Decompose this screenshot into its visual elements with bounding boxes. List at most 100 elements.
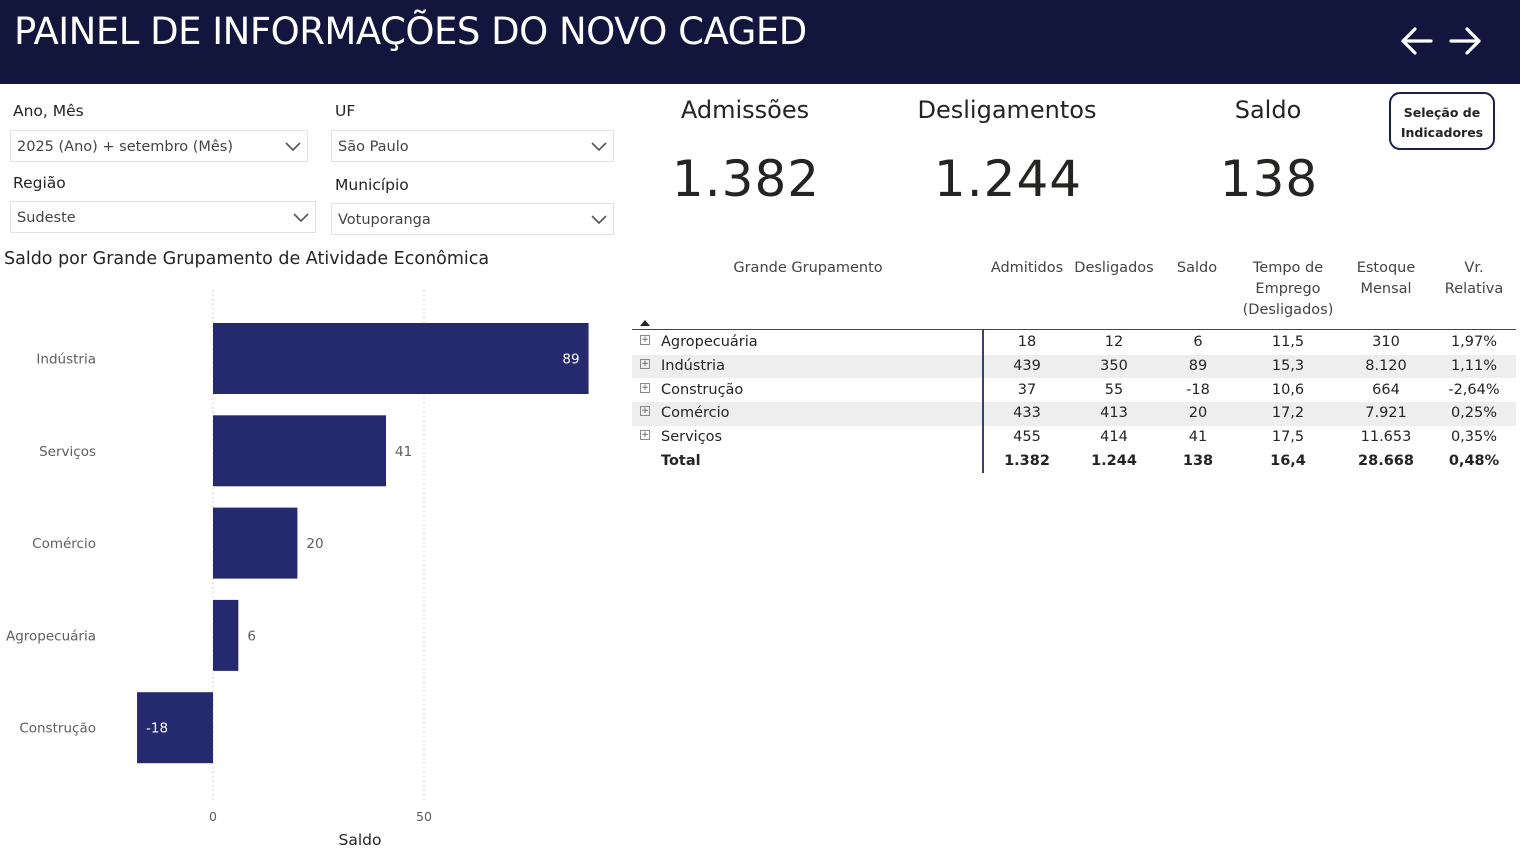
x-tick-label: 50 [416, 809, 432, 824]
selecao-line2: Indicadores [1400, 125, 1484, 140]
cell-admitidos: 433 [1013, 405, 1041, 422]
cell-tempo: 10,6 [1271, 381, 1305, 398]
table-header-divider [632, 329, 1516, 330]
row-name: Agropecuária [661, 334, 758, 350]
data-label: 6 [247, 628, 256, 644]
expand-row-icon[interactable]: + [640, 358, 650, 369]
filter-municipio-dropdown[interactable]: Votuporanga [331, 203, 614, 235]
col-header-admitidos[interactable]: Admitidos [990, 260, 1064, 276]
cell-vr: 1,97% [1450, 334, 1498, 350]
total-saldo: 138 [1182, 453, 1214, 469]
cell-admitidos: 37 [1017, 381, 1037, 398]
cell-saldo: 41 [1188, 429, 1208, 446]
table-row[interactable]: + Agropecuária 18 12 6 11,5 310 1,97% [632, 331, 1516, 355]
category-label: Construção [19, 721, 96, 737]
filter-municipio-label: Município [335, 176, 409, 194]
total-estoque: 28.668 [1358, 453, 1414, 469]
cell-tempo: 15,3 [1271, 357, 1305, 374]
bar [213, 415, 387, 487]
chevron-down-icon [293, 213, 309, 223]
filter-uf-value: São Paulo [338, 139, 409, 155]
col-header-tempo-1: Tempo de [1252, 260, 1324, 276]
cell-desligados: 413 [1100, 405, 1128, 422]
filter-ano-mes-dropdown[interactable]: 2025 (Ano) + setembro (Mês) [10, 130, 308, 162]
chevron-down-icon [285, 142, 301, 152]
sort-ascending-icon[interactable] [640, 320, 650, 326]
expand-row-icon[interactable]: + [640, 430, 650, 441]
cell-vr: 0,35% [1450, 429, 1498, 446]
cell-tempo: 17,2 [1271, 405, 1305, 422]
cell-estoque: 310 [1372, 334, 1400, 350]
selecao-indicadores-button[interactable]: Seleção de Indicadores [1389, 92, 1495, 150]
cell-saldo: 20 [1188, 405, 1208, 422]
filter-uf-dropdown[interactable]: São Paulo [331, 130, 614, 162]
table-total-row: Total 1.382 1.244 138 16,4 28.668 0,48% [632, 450, 1516, 474]
filter-regiao-dropdown[interactable]: Sudeste [10, 201, 316, 233]
cell-estoque: 11.653 [1360, 429, 1412, 446]
cell-vr: 1,11% [1450, 357, 1498, 374]
x-axis-title: Saldo [339, 831, 382, 849]
chart-title: Saldo por Grande Grupamento de Atividade… [4, 249, 490, 269]
col-header-tempo-3: (Desligados) [1242, 302, 1334, 318]
col-header-tempo-2: Emprego [1255, 281, 1321, 297]
cell-estoque: 664 [1372, 381, 1400, 398]
col-header-vr[interactable]: Vr. Relativa [1440, 258, 1508, 300]
selecao-indicadores-label: Seleção de Indicadores [1391, 103, 1493, 143]
kpi-saldo-value: 138 [1219, 150, 1319, 208]
back-arrow-icon[interactable] [1398, 22, 1436, 60]
bar [137, 692, 213, 764]
row-name: Construção [661, 381, 744, 398]
col-header-tempo[interactable]: Tempo de Emprego (Desligados) [1238, 258, 1338, 321]
filter-regiao-label: Região [13, 174, 66, 192]
table-column-divider [982, 330, 984, 473]
col-header-estoque-2: Mensal [1360, 281, 1412, 297]
table-row[interactable]: + Serviços 455 414 41 17,5 11.653 0,35% [632, 426, 1516, 450]
cell-tempo: 11,5 [1271, 334, 1305, 350]
table-row[interactable]: + Indústria 439 350 89 15,3 8.120 1,11% [632, 354, 1516, 379]
cell-vr: 0,25% [1450, 405, 1498, 422]
expand-row-icon[interactable]: + [640, 406, 650, 417]
total-tempo: 16,4 [1270, 453, 1306, 469]
expand-row-icon[interactable]: + [640, 382, 650, 393]
filter-ano-mes-label: Ano, Mês [13, 102, 84, 120]
kpi-desligamentos-value: 1.244 [933, 150, 1083, 208]
cell-admitidos: 455 [1013, 429, 1041, 446]
col-header-estoque[interactable]: Estoque Mensal [1346, 258, 1426, 300]
category-label: Comércio [32, 536, 96, 552]
data-label: 41 [395, 444, 412, 460]
col-header-grupamento[interactable]: Grande Grupamento [733, 260, 883, 276]
category-label: Agropecuária [6, 628, 96, 644]
col-header-desligados[interactable]: Desligados [1074, 260, 1154, 276]
cell-estoque: 8.120 [1365, 357, 1407, 374]
category-label: Serviços [39, 444, 96, 460]
kpi-admissoes-value: 1.382 [671, 150, 821, 208]
cell-saldo: 89 [1188, 357, 1208, 374]
data-label: 89 [562, 352, 579, 368]
cell-desligados: 55 [1104, 381, 1124, 398]
chevron-down-icon [591, 142, 607, 152]
row-name: Serviços [661, 429, 723, 446]
cell-saldo: -18 [1186, 381, 1210, 398]
kpi-admissoes-label: Admissões [680, 96, 810, 124]
chevron-down-icon [591, 215, 607, 225]
cell-vr: -2,64% [1448, 381, 1500, 398]
bar [213, 507, 298, 579]
row-name: Comércio [661, 405, 730, 422]
col-header-saldo[interactable]: Saldo [1176, 260, 1218, 276]
filter-regiao-value: Sudeste [17, 210, 76, 226]
col-header-vr-2: Relativa [1444, 281, 1504, 297]
row-name: Indústria [661, 357, 725, 374]
cell-desligados: 12 [1104, 334, 1124, 350]
bar [213, 323, 589, 394]
total-vr: 0,48% [1448, 453, 1500, 469]
forward-arrow-icon[interactable] [1446, 22, 1484, 60]
filter-ano-mes-value: 2025 (Ano) + setembro (Mês) [17, 139, 234, 155]
expand-row-icon[interactable]: + [640, 335, 650, 345]
table-row[interactable]: + Construção 37 55 -18 10,6 664 -2,64% [632, 379, 1516, 403]
cell-admitidos: 439 [1013, 357, 1041, 374]
cell-admitidos: 18 [1017, 334, 1037, 350]
cell-desligados: 414 [1100, 429, 1128, 446]
page-header: PAINEL DE INFORMAÇÕES DO NOVO CAGED [0, 0, 1520, 84]
table-row[interactable]: + Comércio 433 413 20 17,2 7.921 0,25% [632, 402, 1516, 426]
bar [213, 599, 239, 671]
